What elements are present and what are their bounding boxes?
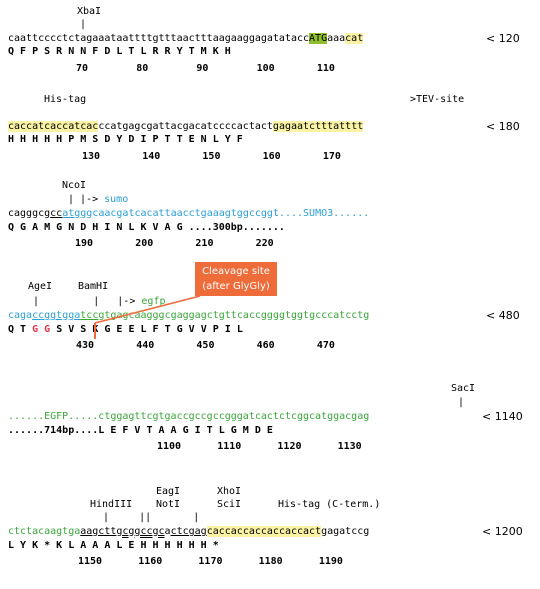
hindiii-label: HindIII [90,499,133,510]
his-tag-start: cat [345,33,364,44]
tev-site-seq: gagaatctttatttt [272,121,364,132]
his-tag-seq: caccatcaccatcac [8,121,99,132]
aa-line-3: Q G A M G N D H I N L K V A G ....300bp.… [8,222,285,233]
numbers-line-5: 1100 1110 1120 1130 [157,441,362,452]
ncoi-site: cc [50,208,63,219]
site-ticks: | | |-> [33,296,136,307]
dna-segment: caattcccctctagaaataattttgtttaactttaagaag… [8,33,310,44]
bamhi-label: BamHI [78,281,109,292]
xhoi-site: ctcgag [170,526,207,537]
position-marker: < 1140 [482,410,523,423]
callout-line-1: Cleavage site [202,266,270,277]
his-tag-label: His-tag [44,94,87,105]
position-marker: < 180 [486,120,520,133]
cleavage-site-callout: Cleavage site (after GlyGly) [195,262,277,296]
egfp-seq: tgagcaagggcgaggagctgttcaccggggtggtgcccat… [104,310,370,321]
agei-site: ccggt [32,310,63,321]
ncoi-tick: | |-> sumo [68,194,128,206]
numbers-line-2: 130 140 150 160 170 [82,151,341,162]
start-codon: ATG [309,33,328,44]
egfp-gene-label: egfp [141,296,166,307]
aa-line-4: Q T G G S V S K G E E L F T G V V P I L [8,324,243,336]
dna-segment: caga [8,310,33,321]
dna-segment: ccatgagcgattacgacatccccactact [98,121,273,132]
numbers-line-1: 70 80 90 100 110 [76,63,335,74]
numbers-line-4: 430 440 450 460 470 [76,340,335,351]
dna-line-3: cagggcgccatgggcaacgatcacattaacctgaaagtgg… [8,208,369,220]
dna-line-1: caattcccctctagaaataattttgtttaactttaagaag… [8,33,364,45]
callout-line-2: (after GlyGly) [202,281,270,292]
dna-line-2: caccatcaccatcacccatgagcgattacgacatccccac… [8,121,364,133]
site-ticks-6: | || | [103,512,200,523]
noti-site: gcggccgc [116,526,165,537]
hindiii-site: aagctt [80,526,117,537]
dna-segment: cagggcg [8,208,51,219]
saci-label: SacI [451,383,476,394]
aa-segment: Q T [8,324,33,335]
bamhi-site-egfp: tccg [80,310,105,321]
glygly-residue: G [44,324,51,335]
numbers-line-6: 1150 1160 1170 1180 1190 [78,556,343,567]
aa-line-2: H H H H H P M S D Y D I P T T E N L Y F [8,134,243,145]
sumo-gene-label: sumo [104,194,129,205]
dna-segment: g [62,310,69,321]
noti-label: NotI [156,499,181,510]
aa-line-5: ......714bp....L E F V T A A G I T L G M… [8,425,273,436]
sumo-seq: gcaacgatcacattaacctgaaagtggccggt....SUMO… [86,208,370,219]
ncoi-arrow: | |-> [68,194,99,205]
bamhi-site: ga [68,310,81,321]
aa-line-1: Q F P S R N N F D L T L R R Y T M K H [8,46,231,57]
xbai-label: XbaI [77,6,102,17]
xhoi-label: XhoI [217,486,242,497]
his-tag-cterm-seq: caccaccaccaccaccact [206,526,322,537]
numbers-line-3: 190 200 210 220 [75,238,274,249]
agei-label: AgeI [28,281,53,292]
saci-tick: | [458,397,465,408]
ncoi-label: NcoI [62,180,87,191]
dna-line-4: cagaccggtggatccgtgagcaagggcgaggagctgttca… [8,310,369,322]
tev-site-label: >TEV-site [410,94,465,105]
dna-line-5: ......EGFP.....ctggagttcgtgaccgccgccggga… [8,411,370,422]
aa-segment: S V S K G E E L F T G V V P I L [50,324,243,335]
dna-line-6: ctctacaagtgaaagcttgcggccgcactcgagcaccacc… [8,526,369,538]
dna-segment: aaa [327,33,346,44]
egfp-seq-end: ctctacaagtga [8,526,81,537]
position-marker: < 1200 [482,525,523,538]
scii-label: SciI [217,499,242,510]
site-ticks-4: | | |-> egfp [33,296,165,308]
xbai-tick: | [80,19,87,30]
position-marker: < 480 [486,309,520,322]
ncoi-site-sumo: atgg [62,208,87,219]
dna-segment: a [164,526,171,537]
dna-segment: gagatccg [321,526,370,537]
glygly-residue: G [32,324,39,335]
eagi-label: EagI [156,486,181,497]
position-marker: < 120 [486,32,520,45]
aa-line-6: L Y K * K L A A A L E H H H H H H * [8,540,219,551]
his-tag-cterm-label: His-tag (C-term.) [278,499,381,510]
